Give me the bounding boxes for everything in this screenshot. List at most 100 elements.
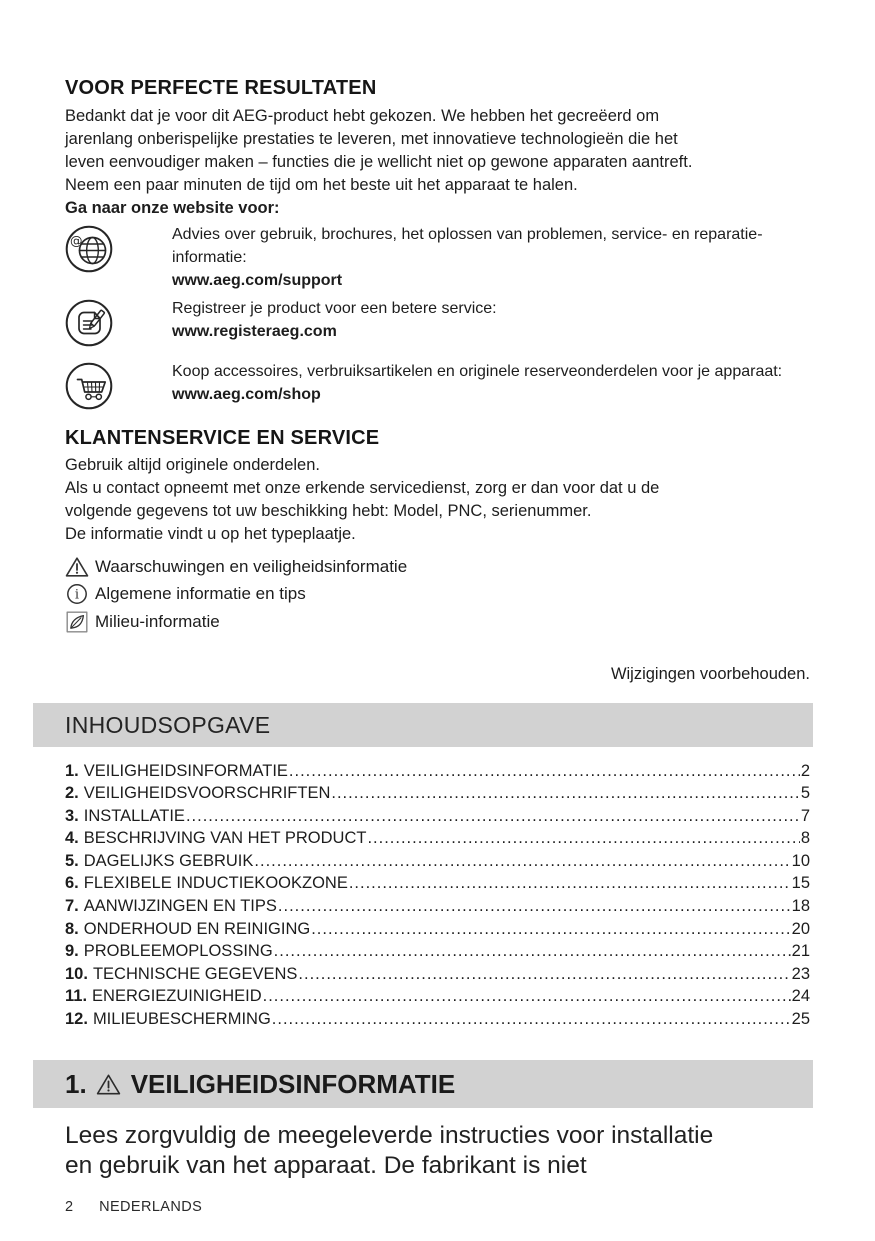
toc-dot-leader: ........................................…: [348, 874, 791, 893]
toc-item-label: PROBLEEMOPLOSSING: [83, 942, 273, 961]
support-link-row: @ Advies over gebruik, brochures, het op…: [65, 223, 810, 292]
symbol-legend: Waarschuwingen en veiligheidsinformatie …: [65, 553, 810, 636]
shop-link-description: Koop accessoires, verbruiksartikelen en …: [172, 363, 783, 380]
toc-dot-leader: ........................................…: [331, 784, 800, 803]
shop-link-row: Koop accessoires, verbruiksartikelen en …: [65, 360, 810, 410]
toc-item-label: MILIEUBESCHERMING: [92, 1010, 271, 1029]
toc-dot-leader: ........................................…: [298, 964, 790, 983]
legend-label-warning: Waarschuwingen en veiligheidsinformatie: [95, 556, 408, 576]
toc-item-label: INSTALLATIE: [83, 806, 185, 825]
toc-item-page: 23: [791, 964, 810, 983]
toc-item-number: 11.: [65, 987, 88, 1006]
subject-to-change-note: Wijzigingen voorbehouden.: [610, 664, 810, 683]
intro-paragraph: Bedankt dat je voor dit AEG-product hebt…: [65, 107, 693, 194]
shop-url-link[interactable]: www.aeg.com/shop: [172, 386, 321, 403]
toc-item-number: 7.: [65, 897, 79, 916]
toc-dot-leader: ........................................…: [254, 851, 791, 870]
register-url-link[interactable]: www.registeraeg.com: [172, 323, 337, 340]
footer-page-number: 2: [65, 1199, 74, 1215]
toc-item-number: 3.: [65, 806, 79, 825]
support-link-description: Advies over gebruik, brochures, het oplo…: [172, 226, 763, 266]
footer-language: NEDERLANDS: [99, 1199, 203, 1215]
legend-row-warning: Waarschuwingen en veiligheidsinformatie: [65, 553, 810, 581]
register-link-description: Registreer je product voor een betere se…: [172, 300, 497, 317]
info-circle-icon: i: [65, 583, 89, 605]
toc-item-page: 25: [791, 1010, 810, 1029]
table-of-contents: 1. VEILIGHEIDSINFORMATIE ...............…: [65, 760, 810, 1031]
section1-body: Lees zorgvuldig de meegeleverde instruct…: [65, 1121, 714, 1179]
website-lead: Ga naar onze website voor:: [65, 199, 280, 217]
toc-title: INHOUDSOPGAVE: [65, 711, 271, 738]
register-icon: [65, 299, 113, 347]
section1-banner: 1. VEILIGHEIDSINFORMATIE: [33, 1059, 813, 1108]
toc-dot-leader: ........................................…: [271, 1010, 791, 1029]
toc-item-number: 4.: [65, 829, 79, 848]
toc-item-number: 12.: [65, 1010, 88, 1029]
toc-item-label: ONDERHOUD EN REINIGING: [83, 919, 311, 938]
legend-row-environment: Milieu-informatie: [65, 608, 810, 636]
toc-dot-leader: ........................................…: [262, 987, 791, 1006]
toc-dot-leader: ........................................…: [273, 942, 791, 961]
legend-label-environment: Milieu-informatie: [95, 611, 220, 631]
toc-item-number: 5.: [65, 851, 79, 870]
section1-number: 1.: [65, 1068, 87, 1099]
toc-item-label: ENERGIEZUINIGHEID: [92, 987, 262, 1006]
toc-item-label: FLEXIBELE INDUCTIEKOOKZONE: [83, 874, 348, 893]
warning-triangle-icon: [65, 556, 89, 578]
toc-item-page: 20: [791, 919, 810, 938]
toc-item-5[interactable]: 5. DAGELIJKS GEBRUIK ...................…: [65, 850, 810, 873]
toc-dot-leader: ........................................…: [277, 897, 791, 916]
toc-item-page: 5: [800, 784, 810, 803]
toc-dot-leader: ........................................…: [185, 806, 800, 825]
toc-item-8[interactable]: 8. ONDERHOUD EN REINIGING ..............…: [65, 918, 810, 941]
toc-item-page: 10: [791, 851, 810, 870]
website-links: @ Advies over gebruik, brochures, het op…: [65, 223, 810, 410]
toc-item-11[interactable]: 11. ENERGIEZUINIGHEID ..................…: [65, 985, 810, 1008]
legend-label-info: Algemene informatie en tips: [95, 584, 306, 604]
toc-item-12[interactable]: 12. MILIEUBESCHERMING ..................…: [65, 1008, 810, 1031]
toc-item-label: VEILIGHEIDSVOORSCHRIFTEN: [83, 784, 331, 803]
toc-item-page: 24: [791, 987, 810, 1006]
toc-item-page: 2: [800, 761, 810, 780]
warning-triangle-icon: [96, 1073, 121, 1096]
toc-item-page: 15: [791, 874, 810, 893]
toc-item-3[interactable]: 3. INSTALLATIE .........................…: [65, 805, 810, 828]
toc-item-page: 21: [791, 942, 810, 961]
svg-text:i: i: [75, 588, 79, 603]
toc-item-label: TECHNISCHE GEGEVENS: [92, 964, 298, 983]
support-url-link[interactable]: www.aeg.com/support: [172, 272, 343, 289]
toc-dot-leader: ........................................…: [367, 829, 799, 848]
toc-item-6[interactable]: 6. FLEXIBELE INDUCTIEKOOKZONE ..........…: [65, 872, 810, 895]
leaf-box-icon: [65, 611, 89, 633]
toc-item-7[interactable]: 7. AANWIJZINGEN EN TIPS ................…: [65, 895, 810, 918]
toc-banner: INHOUDSOPGAVE: [33, 702, 813, 747]
toc-item-number: 8.: [65, 919, 79, 938]
section1-title: 1. VEILIGHEIDSINFORMATIE: [65, 1070, 803, 1098]
toc-dot-leader: ........................................…: [288, 761, 800, 780]
toc-dot-leader: ........................................…: [311, 919, 791, 938]
toc-item-10[interactable]: 10. TECHNISCHE GEGEVENS ................…: [65, 963, 810, 986]
toc-item-label: BESCHRIJVING VAN HET PRODUCT: [83, 829, 367, 848]
toc-item-page: 7: [800, 806, 810, 825]
toc-item-9[interactable]: 9. PROBLEEMOPLOSSING ...................…: [65, 940, 810, 963]
register-link-row: Registreer je product voor een betere se…: [65, 297, 810, 347]
toc-item-2[interactable]: 2. VEILIGHEIDSVOORSCHRIFTEN ............…: [65, 782, 810, 805]
service-title: KLANTENSERVICE EN SERVICE: [65, 427, 380, 449]
page-footer: 2 NEDERLANDS: [65, 1199, 202, 1215]
legend-row-info: i Algemene informatie en tips: [65, 581, 810, 609]
toc-item-1[interactable]: 1. VEILIGHEIDSINFORMATIE ...............…: [65, 760, 810, 783]
toc-item-4[interactable]: 4. BESCHRIJVING VAN HET PRODUCT ........…: [65, 827, 810, 850]
globe-at-icon: @: [65, 225, 113, 273]
toc-item-number: 2.: [65, 784, 79, 803]
section1-title-text: VEILIGHEIDSINFORMATIE: [130, 1068, 456, 1099]
toc-item-number: 6.: [65, 874, 79, 893]
svg-text:@: @: [70, 233, 83, 248]
cart-icon: [65, 362, 113, 410]
intro-title: VOOR PERFECTE RESULTATEN: [65, 77, 377, 99]
toc-item-number: 10.: [65, 964, 88, 983]
toc-item-number: 1.: [65, 761, 79, 780]
toc-item-label: VEILIGHEIDSINFORMATIE: [83, 761, 288, 780]
toc-item-number: 9.: [65, 942, 79, 961]
toc-item-label: AANWIJZINGEN EN TIPS: [83, 897, 277, 916]
